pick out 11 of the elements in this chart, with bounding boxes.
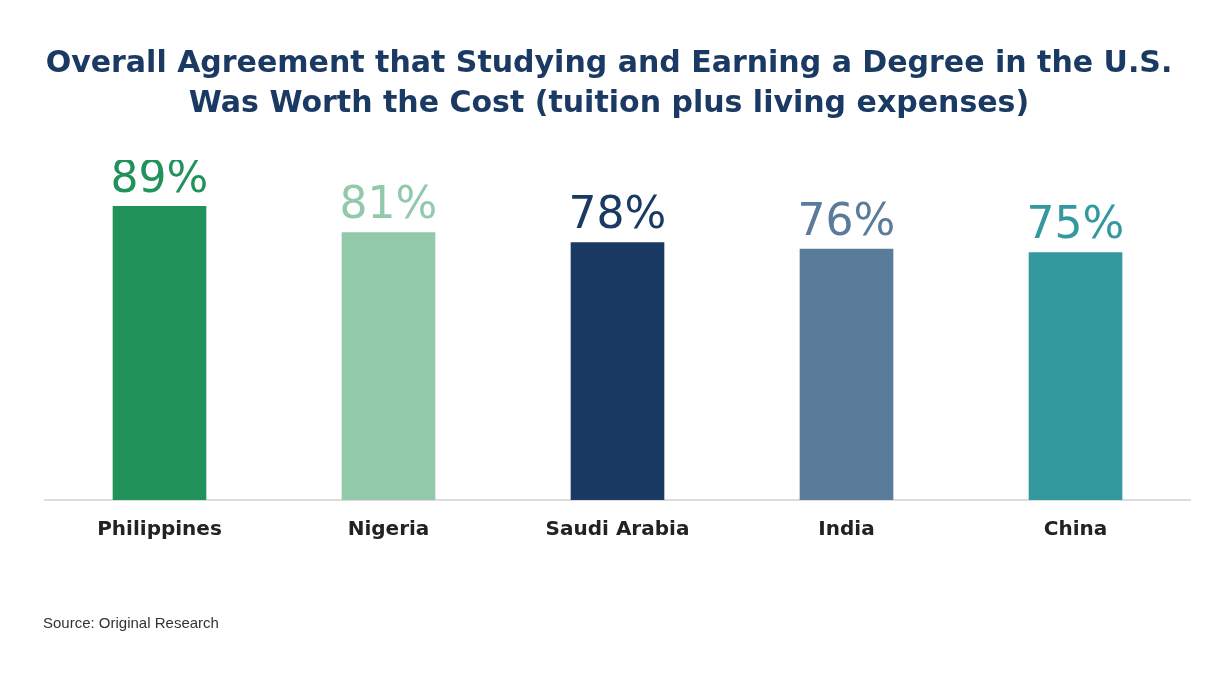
x-tick-label: India xyxy=(818,516,875,541)
data-label: 81% xyxy=(339,177,438,229)
x-tick-label: Saudi Arabia xyxy=(545,516,690,541)
source-note: Source: Original Research xyxy=(43,614,219,631)
x-tick-label: Nigeria xyxy=(347,516,430,541)
data-label: 75% xyxy=(1026,196,1125,248)
x-tick-label: Philippines xyxy=(97,516,222,541)
chart-title: Overall Agreement that Studying and Earning a Degree in the U.S. Was Worth the Cost (tuition plus living expenses) xyxy=(44,43,1174,121)
data-label: 78% xyxy=(568,187,667,239)
data-label: 76% xyxy=(797,193,896,245)
x-tick-label: China xyxy=(1043,516,1108,541)
